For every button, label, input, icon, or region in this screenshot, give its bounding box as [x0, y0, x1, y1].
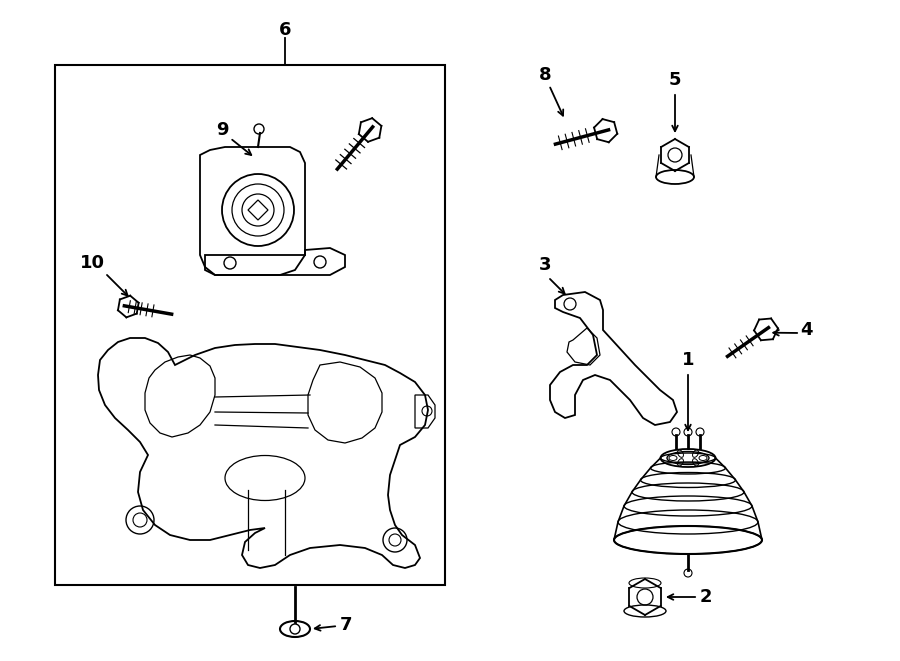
Text: 8: 8: [539, 66, 552, 84]
Bar: [55, 65, 445, 585]
Text: 1: 1: [682, 351, 694, 369]
Text: 7: 7: [340, 616, 353, 634]
Text: 2: 2: [700, 588, 713, 606]
Text: 9: 9: [216, 121, 229, 139]
Text: 3: 3: [539, 256, 551, 274]
Text: 6: 6: [279, 21, 292, 39]
Text: 10: 10: [79, 254, 104, 272]
Text: 4: 4: [800, 321, 813, 339]
Text: 5: 5: [669, 71, 681, 89]
